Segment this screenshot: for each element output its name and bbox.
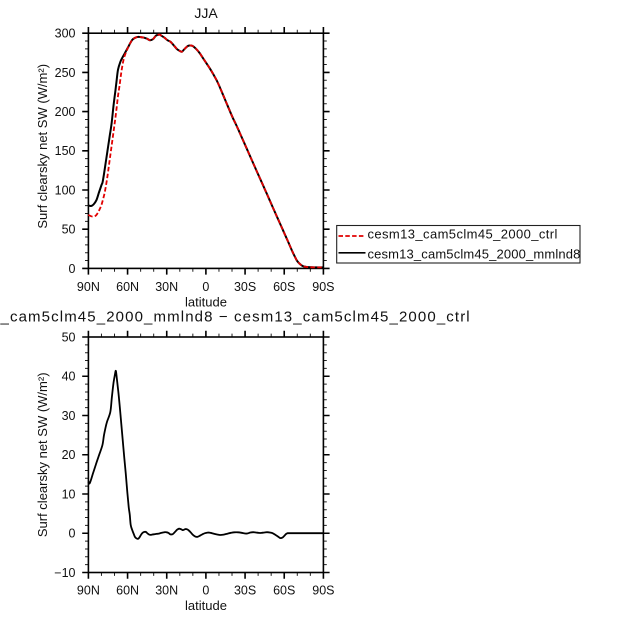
svg-text:0: 0: [69, 527, 76, 541]
svg-text:60S: 60S: [273, 280, 295, 294]
svg-text:_cam5clm45_2000_mmlnd8 − cesm1: _cam5clm45_2000_mmlnd8 − cesm13_cam5clm4…: [0, 309, 471, 326]
svg-text:50: 50: [62, 223, 76, 237]
svg-text:0: 0: [202, 584, 209, 598]
svg-text:30N: 30N: [155, 584, 178, 598]
svg-text:90S: 90S: [312, 280, 334, 294]
svg-text:150: 150: [55, 144, 76, 158]
svg-text:250: 250: [55, 66, 76, 80]
svg-text:60N: 60N: [116, 584, 139, 598]
svg-text:100: 100: [55, 183, 76, 197]
svg-text:40: 40: [62, 370, 76, 384]
svg-text:latitude: latitude: [185, 294, 227, 309]
svg-text:50: 50: [62, 330, 76, 344]
svg-text:90N: 90N: [77, 280, 100, 294]
svg-text:30S: 30S: [234, 280, 256, 294]
svg-text:60S: 60S: [273, 584, 295, 598]
svg-text:0: 0: [69, 262, 76, 276]
svg-text:30: 30: [62, 409, 76, 423]
svg-text:0: 0: [202, 280, 209, 294]
svg-text:60N: 60N: [116, 280, 139, 294]
svg-text:cesm13_cam5clm45_2000_ctrl: cesm13_cam5clm45_2000_ctrl: [368, 226, 558, 241]
svg-text:300: 300: [55, 27, 76, 41]
svg-text:90N: 90N: [77, 584, 100, 598]
svg-text:−10: −10: [54, 566, 75, 580]
svg-text:cesm13_cam5clm45_2000_mmlnd8: cesm13_cam5clm45_2000_mmlnd8: [368, 247, 581, 262]
svg-text:Surf clearsky net SW (W/m²): Surf clearsky net SW (W/m²): [35, 372, 50, 537]
svg-text:30S: 30S: [234, 584, 256, 598]
svg-text:20: 20: [62, 448, 76, 462]
svg-text:10: 10: [62, 487, 76, 501]
svg-text:Surf clearsky net SW (W/m²): Surf clearsky net SW (W/m²): [35, 64, 50, 229]
svg-text:JJA: JJA: [194, 5, 218, 21]
svg-text:200: 200: [55, 105, 76, 119]
svg-text:latitude: latitude: [185, 598, 227, 613]
svg-text:90S: 90S: [312, 584, 334, 598]
svg-text:30N: 30N: [155, 280, 178, 294]
